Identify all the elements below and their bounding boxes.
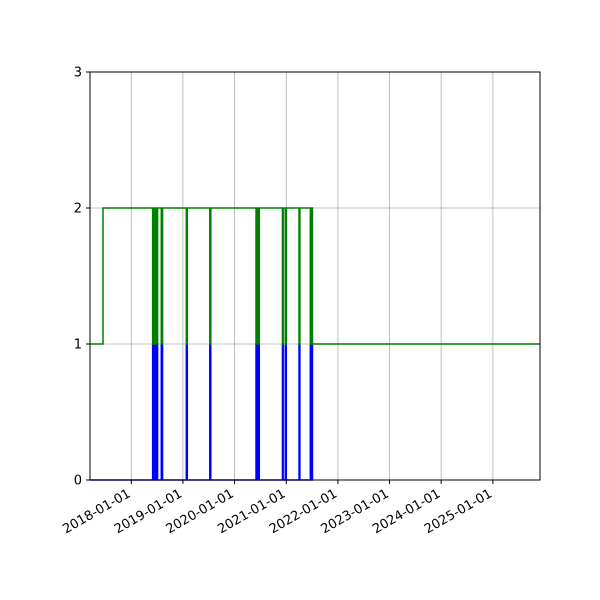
y-axis: 0 1 2 3	[74, 66, 90, 489]
y-tick-label: 3	[74, 66, 82, 81]
y-tick-label: 2	[74, 202, 82, 217]
x-axis: 2018-01-012019-01-012020-01-012021-01-01…	[60, 480, 495, 537]
plot-frame	[89, 71, 541, 481]
series-layer	[90, 207, 540, 481]
series-line-2	[90, 207, 540, 345]
series-line-1	[90, 343, 314, 481]
y-tick-label: 1	[74, 338, 82, 353]
y-tick-label: 0	[74, 474, 82, 489]
